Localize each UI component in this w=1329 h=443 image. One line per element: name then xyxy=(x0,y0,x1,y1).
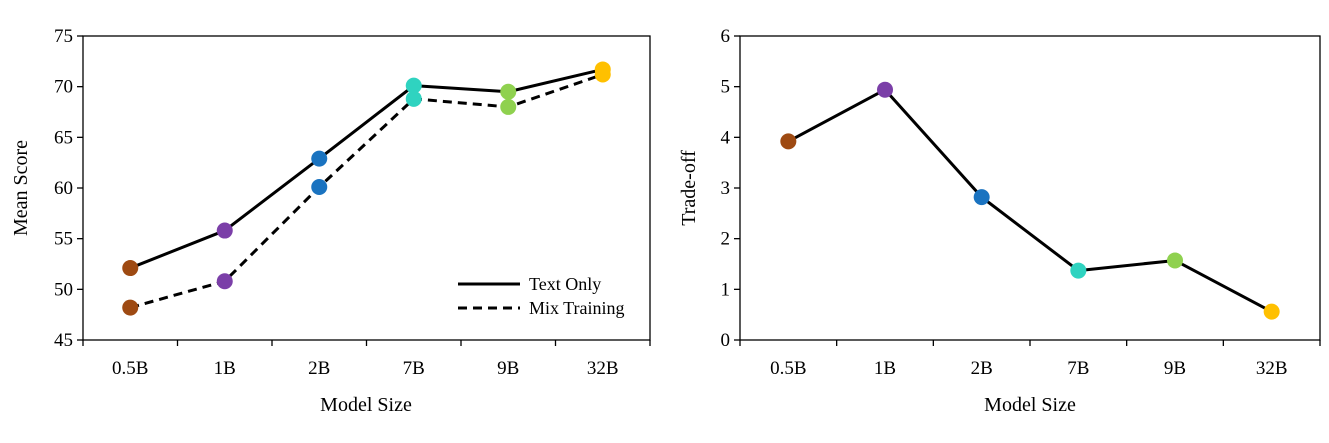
y-axis: 45 50 55 60 65 70 75 xyxy=(54,26,83,351)
trade-off-chart: 0 1 2 3 4 5 6 0.5B 1B 2B 7B 9B 32B Model Size Trade… xyxy=(678,26,1321,416)
data-point xyxy=(500,98,517,115)
y-axis-title: Trade-off xyxy=(678,150,700,226)
data-point xyxy=(877,81,893,98)
y-axis: 0 1 2 3 4 5 6 xyxy=(721,26,740,351)
plot-frame xyxy=(82,35,651,341)
y-axis-title: Mean Score xyxy=(10,140,32,236)
x-tick-label: 9B xyxy=(1164,358,1186,379)
data-points xyxy=(122,61,611,316)
series-line xyxy=(129,73,604,310)
x-tick-label: 0.5B xyxy=(770,358,806,379)
data-point xyxy=(311,150,328,167)
data-point xyxy=(405,90,422,107)
y-tick-label: 5 xyxy=(721,77,731,98)
plot-frame xyxy=(739,35,1321,341)
x-tick-label: 1B xyxy=(874,358,896,379)
mean-score-chart: 45 50 55 60 65 70 75 0.5B 1B 2B 7B 9B 32B Model Siz… xyxy=(10,26,651,416)
y-tick-label: 0 xyxy=(721,330,731,351)
data-point xyxy=(122,299,139,316)
y-tick-label: 6 xyxy=(721,26,731,47)
y-tick-label: 65 xyxy=(54,127,73,148)
data-point xyxy=(500,83,517,100)
x-tick-label: 7B xyxy=(1067,358,1089,379)
y-tick-label: 2 xyxy=(721,229,731,250)
x-tick-label: 1B xyxy=(214,358,236,379)
y-tick-label: 55 xyxy=(54,229,73,250)
x-tick-label: 9B xyxy=(497,358,519,379)
legend: Text Only Mix Training xyxy=(458,274,625,318)
y-tick-label: 45 xyxy=(54,330,73,351)
series-line xyxy=(129,67,604,270)
data-point xyxy=(216,273,233,290)
x-axis-title: Model Size xyxy=(320,394,412,416)
data-point xyxy=(1070,262,1087,279)
x-axis: 0.5B 1B 2B 7B 9B 32B xyxy=(82,340,651,379)
y-tick-label: 70 xyxy=(54,77,73,98)
data-point xyxy=(311,178,328,195)
data-point xyxy=(122,260,139,277)
x-axis: 0.5B 1B 2B 7B 9B 32B xyxy=(739,340,1321,379)
data-point xyxy=(1263,303,1280,320)
x-tick-label: 7B xyxy=(403,358,425,379)
x-axis-title: Model Size xyxy=(984,394,1076,416)
y-tick-label: 50 xyxy=(54,279,73,300)
data-point xyxy=(594,66,611,83)
legend-label-text-only: Text Only xyxy=(529,274,601,294)
y-tick-label: 75 xyxy=(54,26,73,47)
x-tick-label: 2B xyxy=(971,358,993,379)
x-tick-label: 0.5B xyxy=(112,358,148,379)
y-tick-label: 1 xyxy=(721,279,731,300)
data-point xyxy=(1167,252,1183,269)
data-point xyxy=(780,133,797,150)
data-point xyxy=(216,222,233,239)
data-point xyxy=(405,77,422,94)
legend-label-mix-training: Mix Training xyxy=(529,298,625,318)
series-lines xyxy=(787,88,1273,313)
data-point xyxy=(973,189,990,206)
y-tick-label: 3 xyxy=(721,178,731,199)
y-tick-label: 60 xyxy=(54,178,73,199)
y-tick-label: 4 xyxy=(721,127,731,148)
series-line xyxy=(787,88,1273,313)
data-points xyxy=(780,81,1280,320)
series-lines xyxy=(129,67,604,310)
x-tick-label: 32B xyxy=(587,358,619,379)
x-tick-label: 32B xyxy=(1256,358,1288,379)
x-tick-label: 2B xyxy=(308,358,330,379)
